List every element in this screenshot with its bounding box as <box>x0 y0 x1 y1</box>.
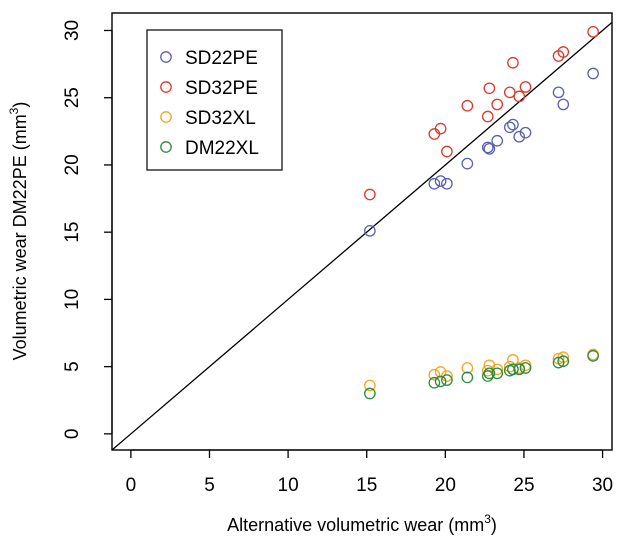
data-point-sd22pe <box>364 224 376 237</box>
y-tick-label: 5 <box>62 361 83 372</box>
data-point-sd22pe <box>503 121 516 134</box>
data-point-dm22xl <box>441 374 453 386</box>
x-tick-label: 0 <box>126 475 137 496</box>
legend-label-dm22xl: DM22XL <box>185 138 259 159</box>
data-point-sd22pe <box>441 177 453 190</box>
data-point-sd32pe <box>507 56 519 69</box>
data-point-sd22pe <box>557 98 570 111</box>
y-tick-label: 10 <box>62 289 83 310</box>
y-tick-label: 20 <box>62 154 83 175</box>
data-point-sd32pe <box>513 90 526 103</box>
y-tick-label: 0 <box>62 429 83 440</box>
legend-marker-sd22pe <box>160 51 172 63</box>
legend-marker-sd32xl <box>160 111 172 123</box>
data-point-sd22pe <box>461 157 474 170</box>
legend-marker-dm22xl <box>160 141 172 153</box>
data-point-sd22pe <box>428 177 441 190</box>
data-point-sd32xl <box>507 354 519 366</box>
identity-line <box>111 21 613 451</box>
data-point-sd32xl <box>428 368 441 381</box>
data-point-dm22xl <box>491 367 504 380</box>
data-point-sd32xl <box>364 379 376 392</box>
data-point-sd32xl <box>519 359 532 372</box>
data-point-sd32pe <box>461 99 474 112</box>
data-point-sd32pe <box>483 82 496 95</box>
data-point-sd32pe <box>481 110 494 123</box>
data-point-sd22pe <box>519 126 532 139</box>
data-point-sd22pe <box>552 86 565 99</box>
y-tick-label: 30 <box>62 20 83 41</box>
data-point-sd22pe <box>491 134 504 147</box>
data-points <box>364 25 599 400</box>
data-point-sd22pe <box>587 67 599 80</box>
data-point-dm22xl <box>461 371 474 384</box>
data-point-sd22pe <box>507 118 519 131</box>
x-axis: 0 5 10 15 20 25 30 <box>126 449 613 496</box>
data-point-sd32pe <box>428 128 441 140</box>
data-point-sd32pe <box>491 98 504 111</box>
x-tick-label: 25 <box>513 475 534 496</box>
legend: SD22PE SD32PE SD32XL DM22XL <box>146 29 283 171</box>
data-point-dm22xl <box>483 367 496 380</box>
legend-label-sd32xl: SD32XL <box>185 108 256 129</box>
legend-label-sd22pe: SD22PE <box>185 48 258 69</box>
data-point-sd32xl <box>434 366 447 378</box>
x-axis-title: Alternative volumetric wear (mm3) <box>227 512 497 535</box>
x-tick-label: 10 <box>278 475 299 496</box>
data-point-dm22xl <box>513 363 526 376</box>
data-point-dm22xl <box>552 356 565 369</box>
data-point-dm22xl <box>507 363 519 376</box>
data-point-dm22xl <box>557 355 570 368</box>
y-tick-label: 25 <box>62 87 83 108</box>
data-point-sd22pe <box>481 141 494 154</box>
y-axis-title: Volumetric wear DM22PE (mm3) <box>7 102 30 361</box>
legend-label-sd32pe: SD32PE <box>185 78 258 99</box>
legend-marker-sd32pe <box>160 81 172 93</box>
data-point-sd32xl <box>461 362 474 374</box>
x-tick-label: 30 <box>592 475 613 496</box>
x-tick-label: 20 <box>435 475 456 496</box>
data-point-sd22pe <box>434 175 447 187</box>
x-tick-label: 5 <box>204 475 215 496</box>
data-point-sd32pe <box>557 46 570 58</box>
data-point-dm22xl <box>364 387 376 400</box>
data-point-dm22xl <box>434 375 447 388</box>
data-point-sd32pe <box>587 25 599 38</box>
data-point-sd22pe <box>513 130 526 143</box>
data-point-dm22xl <box>519 362 532 374</box>
data-point-dm22xl <box>587 350 599 362</box>
data-point-sd32pe <box>434 122 447 135</box>
data-point-sd32pe <box>519 81 532 93</box>
data-point-sd22pe <box>483 142 496 155</box>
y-tick-label: 15 <box>62 222 83 243</box>
data-point-sd32pe <box>441 145 453 158</box>
data-point-dm22xl <box>428 376 441 389</box>
x-tick-label: 15 <box>356 475 377 496</box>
y-axis: 0 5 10 15 20 25 30 <box>62 20 113 440</box>
data-point-sd32pe <box>364 188 376 201</box>
